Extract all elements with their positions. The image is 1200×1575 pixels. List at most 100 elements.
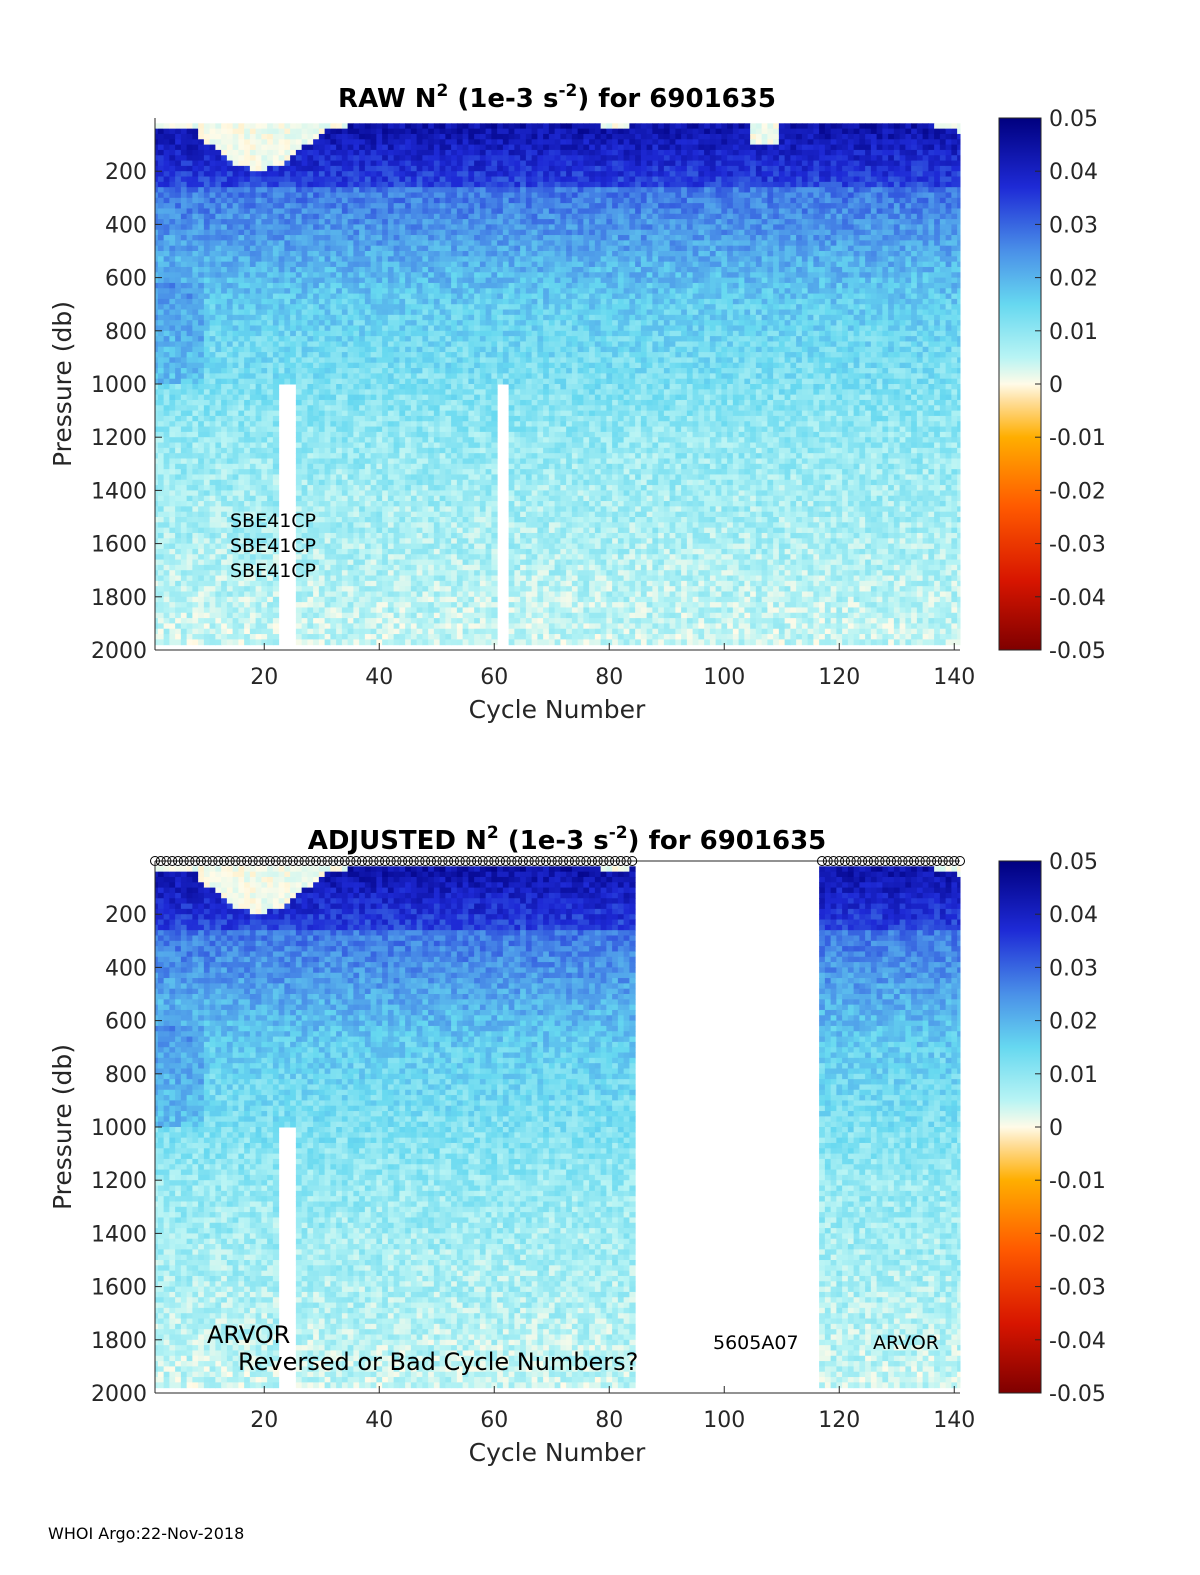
heatmap-cell [187,267,193,273]
heatmap-cell [394,304,400,310]
heatmap-cell [359,310,365,316]
heatmap-cell [227,613,233,619]
heatmap-cell [284,315,290,321]
heatmap-cell [411,235,417,241]
heatmap-cell [359,469,365,475]
heatmap-cell [296,235,302,241]
heatmap-cell [155,161,158,167]
heatmap-cell [440,581,446,587]
heatmap-cell [440,538,446,544]
heatmap-cell [342,379,348,385]
heatmap-cell [192,182,198,188]
heatmap-cell [215,230,221,236]
heatmap-cell [417,357,423,363]
heatmap-cell [221,501,227,507]
heatmap-cell [210,607,216,613]
heatmap-cell [359,427,365,433]
heatmap-cell [417,607,423,613]
heatmap-cell [359,182,365,188]
heatmap-cell [411,129,417,135]
heatmap-cell [204,554,210,560]
heatmap-cell [434,405,440,411]
heatmap-cell [215,544,221,550]
heatmap-cell [422,129,428,135]
heatmap-cell [192,166,198,172]
heatmap-cell [215,214,221,220]
heatmap-cell [175,570,181,576]
heatmap-cell [155,230,158,236]
heatmap-cell [233,320,239,326]
heatmap-cell [342,368,348,374]
heatmap-cell [382,251,388,257]
heatmap-cell [307,634,313,640]
heatmap-cell [388,267,394,273]
heatmap-cell [169,517,175,523]
heatmap-cell [353,639,359,645]
heatmap-cell [382,341,388,347]
heatmap-cell [440,214,446,220]
heatmap-cell [422,150,428,156]
heatmap-cell [342,187,348,193]
heatmap-cell [250,134,256,140]
heatmap-cell [155,203,158,209]
heatmap-cell [382,331,388,337]
heatmap-cell [227,427,233,433]
heatmap-cell [371,474,377,480]
heatmap-cell [451,272,457,278]
heatmap-cell [192,443,198,449]
heatmap-cell [198,224,204,230]
heatmap-cell [313,363,319,369]
heatmap-cell [359,166,365,172]
heatmap-cell [445,161,451,167]
heatmap-cell [330,331,336,337]
heatmap-cell [256,331,262,337]
heatmap-cell [192,315,198,321]
heatmap-cell [261,219,267,225]
heatmap-cell [181,384,187,390]
heatmap-cell [244,607,250,613]
heatmap-cell [204,357,210,363]
heatmap-cell [158,437,164,443]
heatmap-cell [428,177,434,183]
heatmap-cell [342,395,348,401]
heatmap-cell [428,283,434,289]
heatmap-cell [376,187,382,193]
heatmap-cell [451,315,457,321]
heatmap-cell [394,198,400,204]
heatmap-cell [325,443,331,449]
heatmap-cell [359,150,365,156]
heatmap-cell [215,464,221,470]
heatmap-cell [313,432,319,438]
heatmap-cell [365,586,371,592]
heatmap-cell [215,325,221,331]
heatmap-cell [417,256,423,262]
heatmap-cell [198,139,204,145]
heatmap-cell [405,469,411,475]
heatmap-cell [155,400,158,406]
heatmap-cell [445,448,451,454]
heatmap-cell [192,427,198,433]
heatmap-cell [158,235,164,241]
heatmap-cell [267,613,273,619]
heatmap-cell [382,320,388,326]
heatmap-cell [192,230,198,236]
heatmap-cell [353,230,359,236]
heatmap-cell [422,544,428,550]
heatmap-cell [158,341,164,347]
heatmap-cell [371,560,377,566]
heatmap-cell [273,294,279,300]
heatmap-cell [187,224,193,230]
heatmap-cell [198,352,204,358]
heatmap-cell [169,629,175,635]
heatmap-cell [319,602,325,608]
heatmap-cell [244,262,250,268]
heatmap-cell [330,347,336,353]
heatmap-cell [440,320,446,326]
heatmap-cell [417,187,423,193]
heatmap-cell [267,139,273,145]
heatmap-cell [422,240,428,246]
heatmap-cell [181,496,187,502]
heatmap-cell [411,336,417,342]
heatmap-cell [290,278,296,284]
heatmap-cell [434,432,440,438]
